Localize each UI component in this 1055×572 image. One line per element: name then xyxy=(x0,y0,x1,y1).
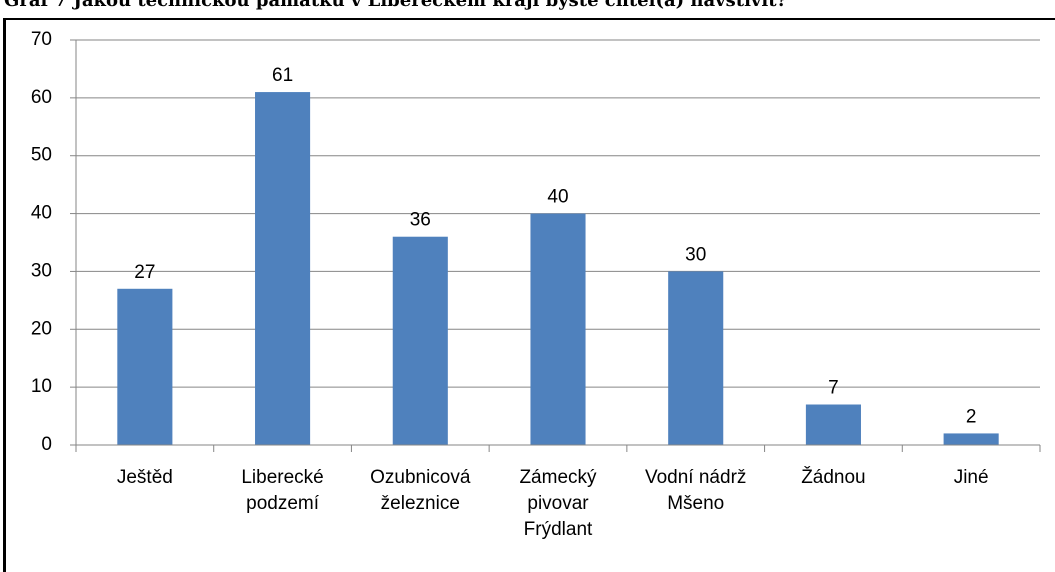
value-label: 30 xyxy=(685,244,706,265)
y-tick-label: 40 xyxy=(31,203,52,224)
y-tick-label: 70 xyxy=(31,29,52,50)
x-tick-label: Ozubnicová železnice xyxy=(370,467,471,514)
bar xyxy=(805,404,861,445)
value-label: 61 xyxy=(272,65,293,86)
x-tick-label: Ještěd xyxy=(116,467,173,488)
bar xyxy=(392,236,448,445)
bar xyxy=(668,271,724,445)
value-label: 7 xyxy=(828,378,839,399)
value-label: 40 xyxy=(547,187,568,208)
x-tick-label: Žádnou xyxy=(801,467,866,488)
y-tick-label: 50 xyxy=(31,145,52,166)
bar xyxy=(255,92,311,446)
x-tick-label: Jiné xyxy=(953,467,989,488)
bar xyxy=(530,213,586,445)
value-label: 2 xyxy=(966,406,977,427)
y-tick-label: 10 xyxy=(31,376,52,397)
chart-frame xyxy=(3,18,1055,572)
chart-title: Graf 7 Jakou technickou památku v Libere… xyxy=(4,0,788,11)
x-tick-label: Liberecké podzemí xyxy=(241,467,324,514)
y-tick-label: 60 xyxy=(31,87,52,108)
x-tick-label: Vodní nádrž Mšeno xyxy=(644,467,747,514)
bar xyxy=(117,288,173,445)
value-label: 27 xyxy=(134,262,155,283)
value-label: 36 xyxy=(410,210,431,231)
y-tick-label: 30 xyxy=(31,260,52,281)
y-tick-label: 0 xyxy=(41,434,52,455)
y-tick-label: 20 xyxy=(31,318,52,339)
bar xyxy=(943,433,999,445)
x-tick-label: Zámecký pivovar Frýdlant xyxy=(519,467,597,540)
